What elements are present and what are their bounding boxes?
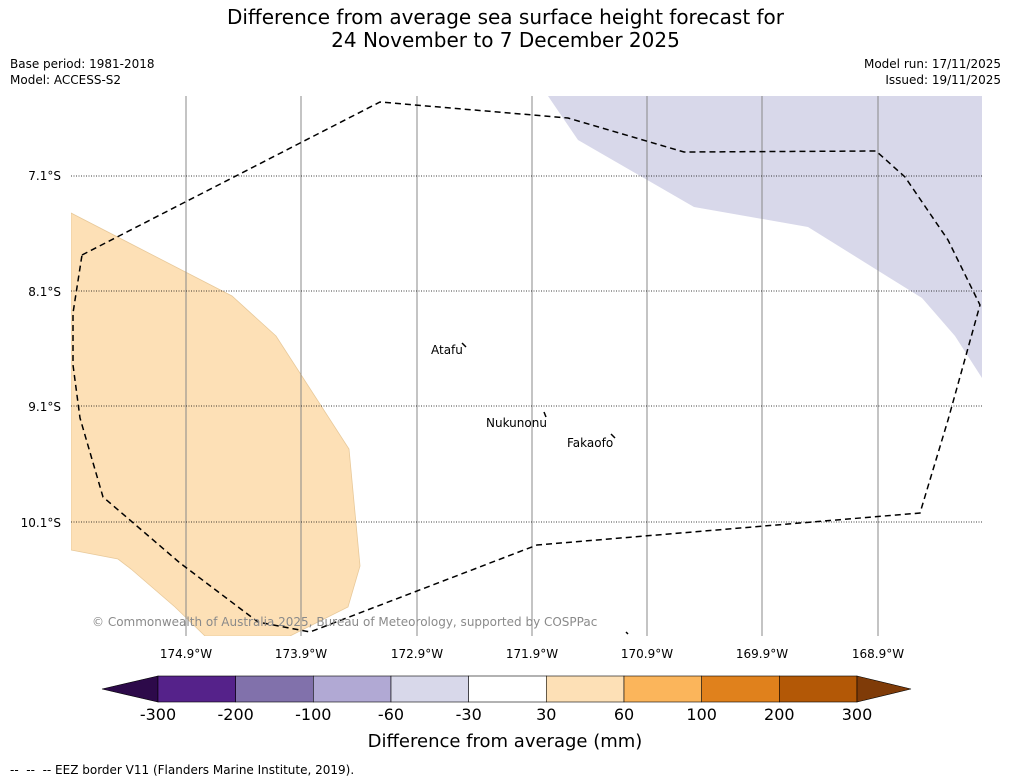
meta-right: Model run: 17/11/2025 Issued: 19/11/2025 (864, 56, 1001, 88)
longitude-gridlines (185, 96, 879, 636)
colorbar-label: Difference from average (mm) (368, 731, 643, 752)
colorbar: -300 -200 -100 -60 -30 30 60 100 200 300… (101, 675, 912, 752)
colorbar-ticks: -300 -200 -100 -60 -30 30 60 100 200 300 (140, 705, 872, 724)
island-fakaofo (610, 433, 616, 439)
latitude-labels: 7.1°S 8.1°S 9.1°S 10.1°S (21, 169, 61, 530)
map-plot-area (71, 96, 982, 636)
lat-label: 9.1°S (28, 400, 61, 414)
island-nukunonu (543, 411, 547, 418)
colorbar-tick: 60 (614, 705, 634, 724)
colorbar-segment (778, 675, 858, 703)
lon-label: 171.9°W (506, 647, 558, 661)
model-name: Model: ACCESS-S2 (10, 73, 122, 87)
island-swains (625, 631, 629, 635)
colorbar-tick: -100 (295, 705, 331, 724)
lon-label: 168.9°W (852, 647, 904, 661)
lon-label: 174.9°W (160, 647, 212, 661)
colorbar-segment (701, 675, 780, 703)
base-period: Base period: 1981-2018 (10, 57, 155, 71)
colorbar-tick: -60 (378, 705, 404, 724)
title-line-1: Difference from average sea surface heig… (226, 5, 785, 29)
model-run: Model run: 17/11/2025 (863, 57, 1001, 71)
place-label-fakaofo: Fakaofo (567, 436, 613, 450)
anomaly-region-positive (71, 212, 361, 636)
colorbar-tick: 100 (686, 705, 717, 724)
anomaly-region-negative (548, 96, 982, 378)
colorbar-tick: 200 (764, 705, 795, 724)
lat-label: 8.1°S (28, 285, 61, 299)
island-atafu (461, 342, 467, 348)
colorbar-segment (235, 675, 314, 703)
colorbar-segment (623, 675, 702, 703)
eez-legend-note: -- -- -- EEZ border V11 (Flanders Marine… (10, 763, 355, 777)
colorbar-segment (157, 675, 236, 703)
issued-date: Issued: 19/11/2025 (885, 73, 1001, 87)
lon-label: 172.9°W (391, 647, 443, 661)
longitude-labels: 174.9°W 173.9°W 172.9°W 171.9°W 170.9°W … (160, 647, 904, 661)
colorbar-segment (390, 675, 469, 703)
colorbar-tick: 30 (536, 705, 556, 724)
place-label-nukunonu: Nukunonu (486, 416, 547, 430)
colorbar-segment (312, 675, 392, 703)
lat-label: 10.1°S (21, 516, 61, 530)
colorbar-tick: -30 (456, 705, 482, 724)
lon-label: 173.9°W (275, 647, 327, 661)
colorbar-extend-max (856, 675, 912, 703)
colorbar-extend-min (101, 675, 159, 703)
meta-left: Base period: 1981-2018 Model: ACCESS-S2 (10, 56, 155, 88)
place-label-atafu: Atafu (431, 343, 463, 357)
colorbar-tick: -300 (140, 705, 176, 724)
colorbar-tick: -200 (218, 705, 254, 724)
map-title: Difference from average sea surface heig… (0, 6, 1011, 52)
copyright-notice: © Commonwealth of Australia 2025, Bureau… (92, 615, 597, 629)
lon-label: 169.9°W (736, 647, 788, 661)
colorbar-segment (468, 675, 547, 703)
lat-label: 7.1°S (28, 169, 61, 183)
colorbar-segment (545, 675, 625, 703)
colorbar-tick: 300 (842, 705, 873, 724)
lon-label: 170.9°W (621, 647, 673, 661)
title-line-2: 24 November to 7 December 2025 (331, 28, 680, 52)
latitude-gridlines (71, 175, 982, 523)
eez-border (72, 101, 981, 633)
